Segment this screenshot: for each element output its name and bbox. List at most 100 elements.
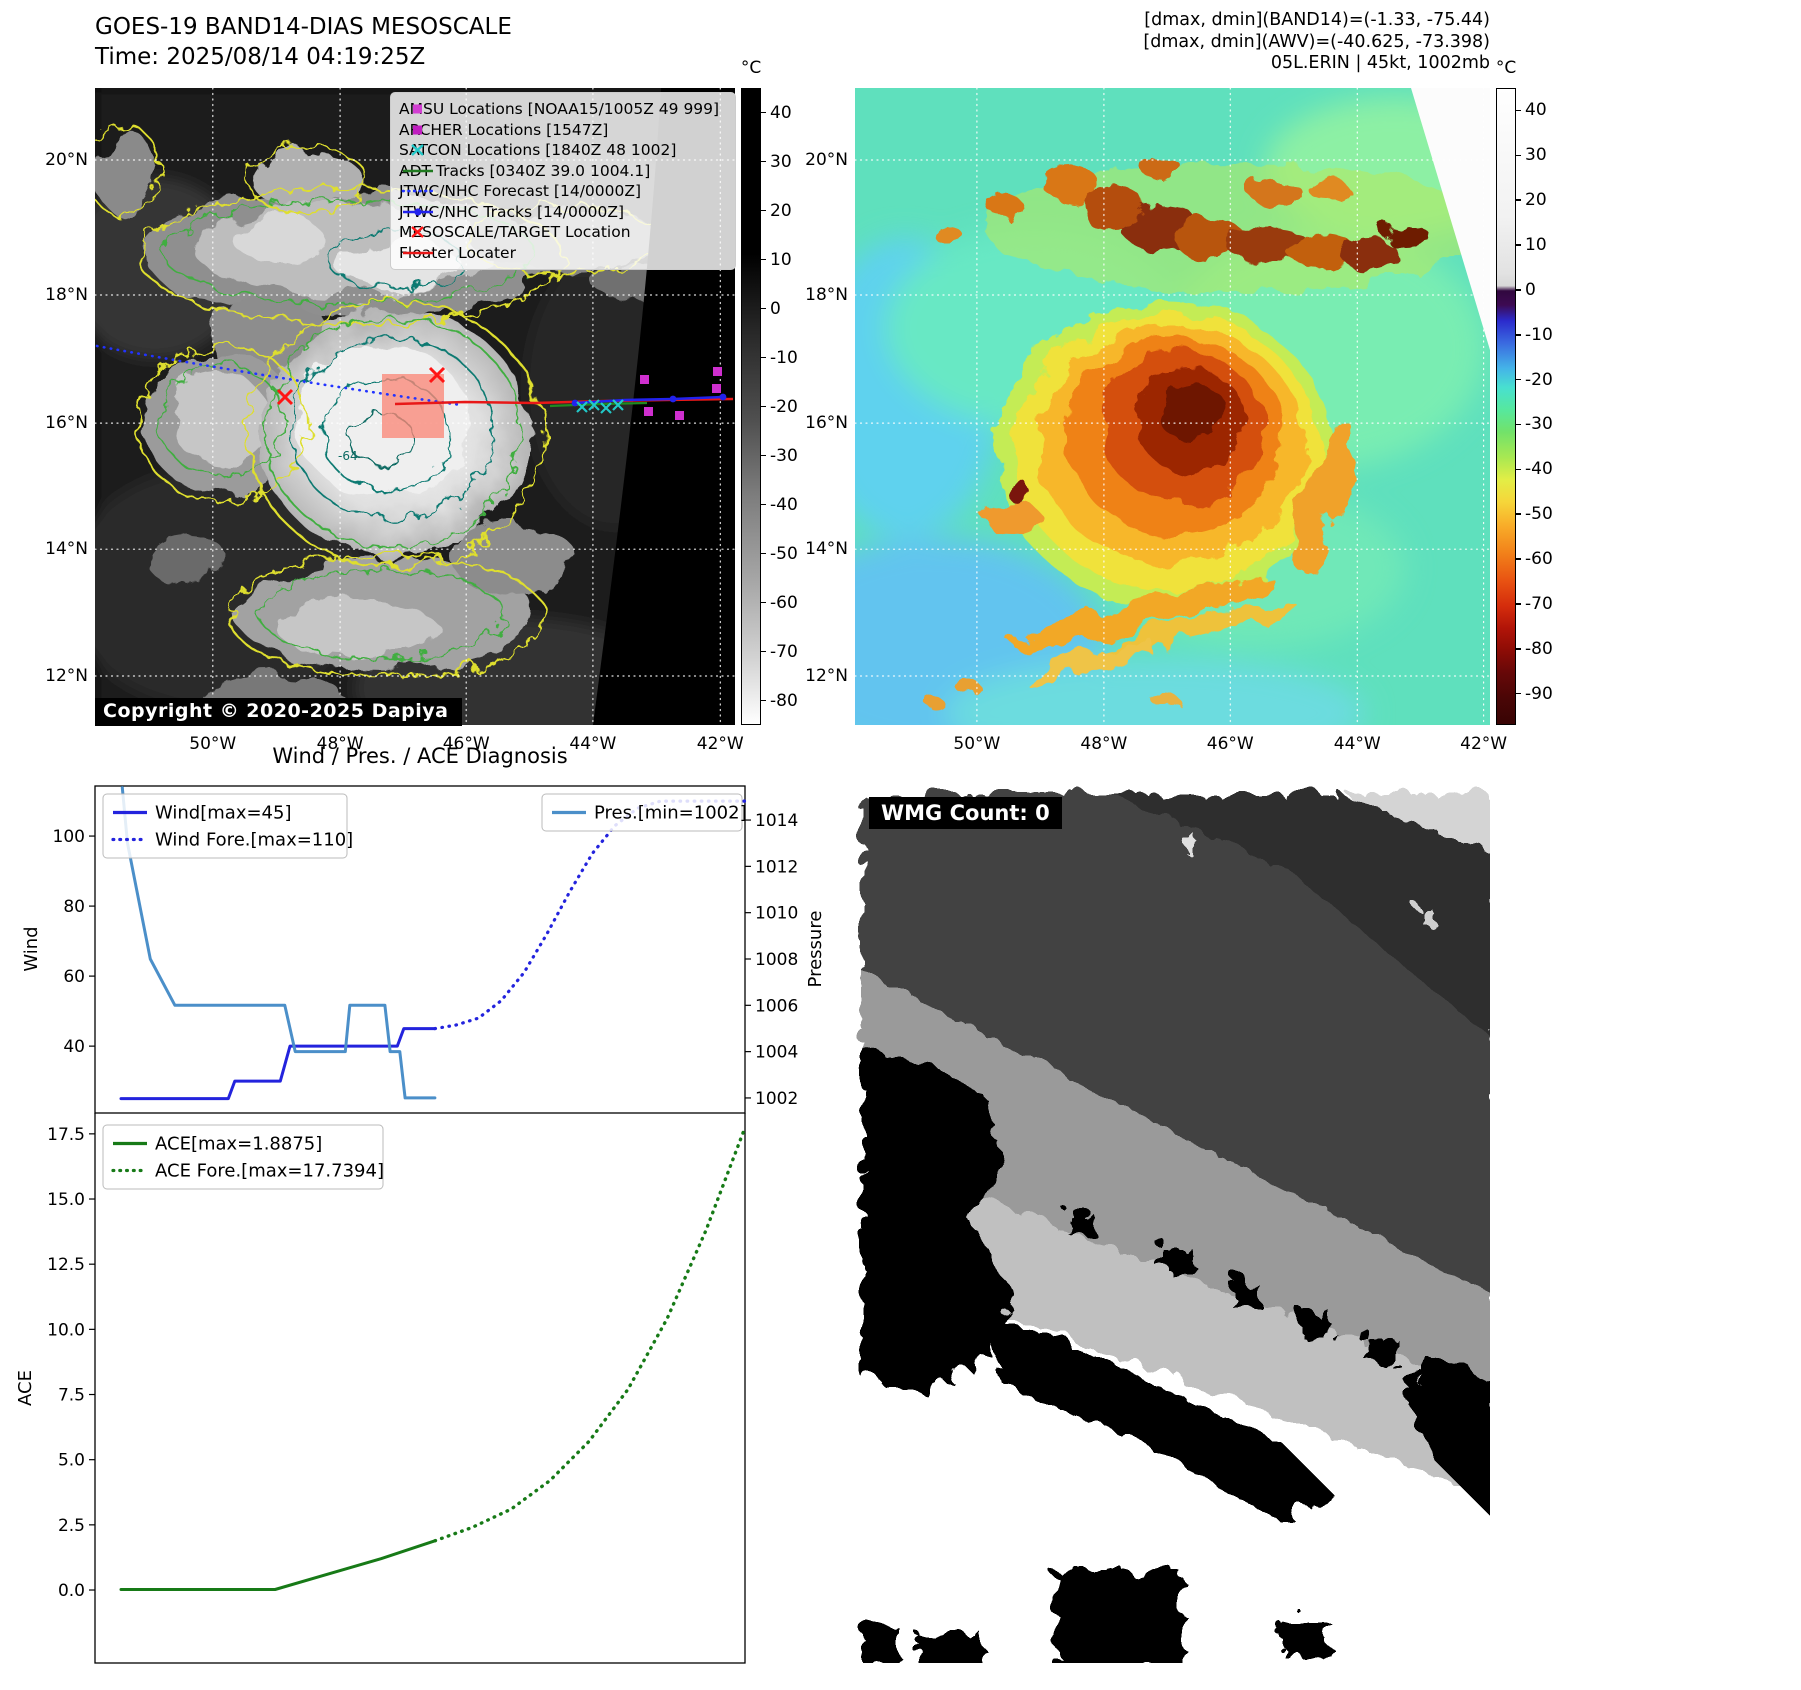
series-pres-min-1002- — [120, 786, 437, 1100]
y-tick-label: 15.0 — [47, 1190, 85, 1210]
chart-legend-box — [102, 793, 348, 859]
lat-tick-label: 14°N — [805, 539, 848, 560]
awv-graticule — [855, 88, 1490, 725]
legend-item: ARCHER Locations [1547Z] — [399, 120, 727, 141]
colorbar-tick-label: 0 — [1525, 279, 1536, 300]
lon-tick-label: 42°W — [696, 734, 744, 754]
chart-legend-label: ACE Fore.[max=17.7394] — [155, 1161, 384, 1182]
ir-colorbar-scale — [741, 88, 761, 725]
colorbar-tick — [761, 601, 766, 604]
ir-map-legend: AMSU Locations [NOAA15/1005Z 49 999] ARCH… — [390, 92, 736, 270]
colorbar-tick — [1516, 378, 1521, 381]
lon-tick-label: 46°W — [442, 734, 490, 754]
ir-colorbar: 40 30 20 10 0 -10 -20 -30 -40 -50 -60 -70 -80 — [741, 88, 819, 725]
lat-tick-label: 14°N — [45, 539, 88, 560]
colorbar-tick — [1516, 513, 1521, 515]
wmg-count-badge: WMG Count: 0 — [869, 797, 1062, 829]
y-tick-label: 1004 — [755, 1043, 798, 1063]
chart-legend-label: ACE[max=1.8875] — [155, 1134, 322, 1155]
colorbar-tick-label: 10 — [770, 249, 792, 270]
dotted-line-marker-icon — [401, 189, 435, 193]
legend-item: Floater Locater — [399, 243, 727, 264]
x-marker-icon — [411, 226, 424, 239]
colorbar-tick — [1516, 603, 1521, 605]
legend-item: SATCON Locations [1840Z 48 1002] — [399, 140, 727, 161]
colorbar-tick-label: -20 — [1525, 369, 1553, 390]
colorbar-tick-label: -30 — [1525, 414, 1553, 435]
y-tick-label: 7.5 — [58, 1386, 85, 1406]
legend-item-label: MESOSCALE/TARGET Location — [399, 223, 631, 242]
y-tick-label: 17.5 — [47, 1125, 85, 1145]
colorbar-tick-label: -70 — [770, 641, 798, 662]
ir-lon-axis: 50°W 48°W 46°W 44°W 42°W — [95, 729, 743, 755]
chart-legend-label: Pres.[min=1002] — [594, 803, 747, 824]
colorbar-tick-label: 30 — [1525, 145, 1547, 166]
wmg-regions — [855, 786, 1490, 1663]
wind-pressure-chart: 40 60 80 100 1002 1004 1006 1008 1010 1012 1014 Win… — [21, 785, 826, 1114]
dmax-dmin-band14: [dmax, dmin](BAND14)=(-1.33, -75.44) — [1144, 10, 1490, 30]
ir-panel-time: Time: 2025/08/14 04:19:25Z — [95, 44, 426, 70]
ir-panel-title: GOES-19 BAND14-DIAS MESOSCALE — [95, 14, 512, 40]
ir-lat-axis: 20°N 18°N 16°N 14°N 12°N — [30, 88, 88, 725]
series-wind-max-45- — [119, 1027, 437, 1101]
colorbar-tick — [1516, 648, 1521, 650]
colorbar-tick — [1516, 199, 1521, 201]
lon-tick-label: 50°W — [189, 734, 237, 754]
colorbar-tick — [1516, 244, 1521, 246]
colorbar-tick — [761, 454, 766, 457]
mesoscale-target-box — [382, 374, 444, 438]
colorbar-tick-label: 0 — [770, 298, 781, 319]
chart-legend-box — [102, 1124, 384, 1190]
lon-tick-label: 44°W — [569, 734, 617, 754]
colorbar-tick-label: 40 — [770, 102, 792, 123]
y-tick-label: 60 — [63, 967, 85, 987]
y-axis-label: Wind — [21, 926, 42, 971]
colorbar-tick — [1516, 558, 1521, 560]
y-tick-label: 100 — [53, 827, 85, 847]
copyright-banner: Copyright © 2020-2025 Dapiya — [95, 698, 463, 726]
colorbar-tick — [761, 356, 766, 359]
colorbar-tick — [761, 307, 766, 310]
y-tick-label: 1010 — [755, 904, 798, 924]
y-tick-label: 0.0 — [58, 1581, 85, 1601]
colorbar-tick-label: -90 — [1525, 683, 1553, 704]
colorbar-tick — [1516, 468, 1521, 471]
jtwc-forecast-line — [95, 344, 463, 407]
colorbar-tick-label: -40 — [1525, 459, 1553, 480]
plot-area — [94, 1113, 746, 1664]
adt-track-line — [549, 401, 648, 408]
y-tick-label: 1002 — [755, 1089, 798, 1109]
colorbar-tick — [761, 160, 766, 163]
colorbar-tick-label: -50 — [770, 543, 798, 564]
chart-legend-label: Wind[max=45] — [155, 803, 292, 824]
line-marker-icon — [403, 251, 433, 255]
colorbar-tick-label: 30 — [770, 151, 792, 172]
y-tick-label: 1006 — [755, 996, 798, 1016]
colorbar-tick-label: -60 — [1525, 549, 1553, 570]
lon-tick-label: 48°W — [316, 734, 364, 754]
y-tick-label: 1012 — [755, 857, 798, 877]
lon-tick-label: 46°W — [1206, 734, 1254, 754]
legend-item: JTWC/NHC Tracks [14/0000Z] — [399, 202, 727, 223]
awv-lat-axis: 20°N 18°N 16°N 14°N 12°N — [790, 88, 848, 725]
ir-title-block: GOES-19 BAND14-DIAS MESOSCALE Time: 2025… — [95, 12, 512, 72]
line-marker-icon — [403, 169, 433, 173]
diagnosis-chart-title: Wind / Pres. / ACE Diagnosis — [272, 744, 568, 768]
legend-item-label: ADT Tracks [0340Z 39.0 1004.1] — [399, 161, 651, 180]
colorbar-tick-label: -30 — [770, 445, 798, 466]
lat-tick-label: 16°N — [45, 413, 88, 434]
lon-tick-label: 48°W — [1080, 734, 1128, 754]
storm-id-intensity: 05L.ERIN | 45kt, 1002mb — [1270, 53, 1490, 73]
colorbar-tick — [761, 552, 766, 555]
colorbar-tick-label: 40 — [1525, 100, 1547, 121]
awv-no-data-wedge — [1411, 88, 1490, 350]
awv-colorbar: 40 30 20 10 0 -10 -20 -30 -40 -50 -60 -70 -80 -90 — [1496, 88, 1574, 725]
y-tick-label: 1014 — [755, 811, 798, 831]
legend-item-label: ARCHER Locations [1547Z] — [399, 120, 609, 139]
lat-tick-label: 18°N — [45, 285, 88, 306]
y-axis-label-right: Pressure — [805, 911, 826, 988]
y-tick-label: 12.5 — [47, 1255, 85, 1275]
legend-item-label: JTWC/NHC Forecast [14/0000Z] — [399, 182, 642, 201]
ir-colorbar-unit: °C — [740, 58, 762, 78]
